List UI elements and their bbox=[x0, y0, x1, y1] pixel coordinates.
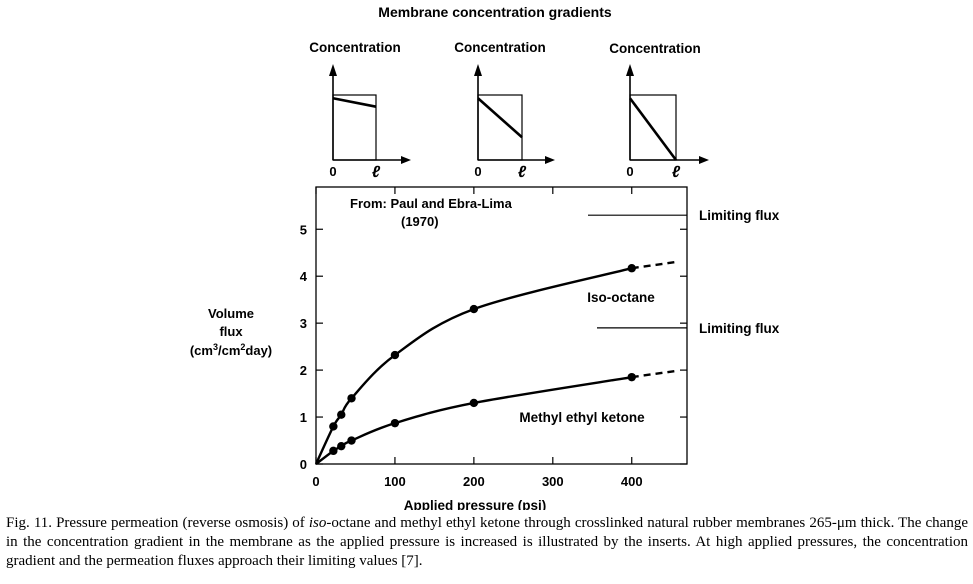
data-point bbox=[347, 394, 356, 403]
limiting-flux-label-upper: Limiting flux bbox=[699, 208, 780, 223]
figure-caption: Fig. 11. Pressure permeation (reverse os… bbox=[6, 515, 968, 569]
data-point bbox=[337, 441, 346, 451]
x-tick-label-100: 100 bbox=[384, 474, 406, 489]
insert-1-axis-start: 0 bbox=[329, 164, 336, 179]
y-tick-label-0: 0 bbox=[300, 457, 307, 472]
insert-3-axis-end: ℓ bbox=[672, 164, 681, 181]
x-axis-label: Applied pressure (psi) bbox=[404, 498, 547, 510]
insert-1-label: Concentration bbox=[309, 40, 401, 55]
x-tick-label-300: 300 bbox=[542, 474, 564, 489]
concentration-insert-2: Concentration 0 ℓ bbox=[454, 40, 555, 181]
insert-3-axis-start: 0 bbox=[626, 164, 633, 179]
concentration-insert-1: Concentration 0 ℓ bbox=[309, 40, 411, 181]
insert-1-axis-end: ℓ bbox=[372, 164, 381, 181]
iso-octane-dashed-extension bbox=[631, 260, 676, 270]
methyl-ethyl-ketone-dashed-extension bbox=[631, 369, 676, 379]
y-tick-label-5: 5 bbox=[300, 222, 307, 237]
x-tick-label-200: 200 bbox=[463, 474, 485, 489]
data-point bbox=[627, 264, 636, 273]
insert-2-axis-end: ℓ bbox=[518, 164, 527, 181]
insert-2-label: Concentration bbox=[454, 40, 546, 55]
x-tick-label-0: 0 bbox=[312, 474, 319, 489]
insert-2-axis-start: 0 bbox=[474, 164, 481, 179]
source-note-line-1: From: Paul and Ebra-Lima bbox=[350, 196, 513, 211]
pressure-permeation-figure: Membrane concentration gradients Concent… bbox=[190, 4, 780, 510]
plot-frame bbox=[315, 186, 688, 465]
data-point bbox=[347, 436, 356, 445]
x-axis-ticks: 0 100 200 300 400 bbox=[312, 187, 643, 489]
y-tick-label-4: 4 bbox=[300, 269, 308, 284]
insert-3-gradient-line bbox=[628, 97, 678, 161]
data-point bbox=[329, 446, 338, 456]
caption-italic-iso: iso bbox=[308, 515, 327, 531]
y-tick-label-2: 2 bbox=[300, 363, 307, 378]
data-point bbox=[469, 398, 479, 408]
iso-octane-label: Iso-octane bbox=[587, 290, 655, 305]
y-tick-label-1: 1 bbox=[300, 410, 307, 425]
data-point bbox=[337, 410, 346, 419]
concentration-insert-3: Concentration 0 ℓ bbox=[609, 41, 709, 181]
x-tick-label-400: 400 bbox=[621, 474, 643, 489]
insert-1-gradient-line bbox=[332, 96, 377, 108]
insert-3-label: Concentration bbox=[609, 41, 701, 56]
y-axis-ticks: 0 1 2 3 4 5 bbox=[300, 222, 687, 472]
data-point bbox=[390, 350, 400, 360]
y-axis-label-line-1: Volume bbox=[208, 306, 254, 321]
limiting-flux-label-lower: Limiting flux bbox=[699, 321, 780, 336]
methyl-ethyl-ketone-points bbox=[329, 372, 636, 456]
methyl-ethyl-ketone-label: Methyl ethyl ketone bbox=[519, 410, 645, 425]
y-axis-label-unit: (cm3/cm2day) bbox=[190, 342, 272, 358]
iso-octane-points bbox=[329, 264, 636, 431]
figure-title: Membrane concentration gradients bbox=[378, 4, 612, 20]
source-note-line-2: (1970) bbox=[401, 214, 439, 229]
data-point bbox=[329, 422, 338, 431]
insert-2-gradient-line bbox=[477, 97, 523, 139]
data-point bbox=[627, 372, 636, 382]
data-point bbox=[469, 304, 479, 314]
y-tick-label-3: 3 bbox=[300, 316, 307, 331]
y-axis-label-line-2: flux bbox=[219, 324, 243, 339]
data-point bbox=[390, 418, 400, 428]
